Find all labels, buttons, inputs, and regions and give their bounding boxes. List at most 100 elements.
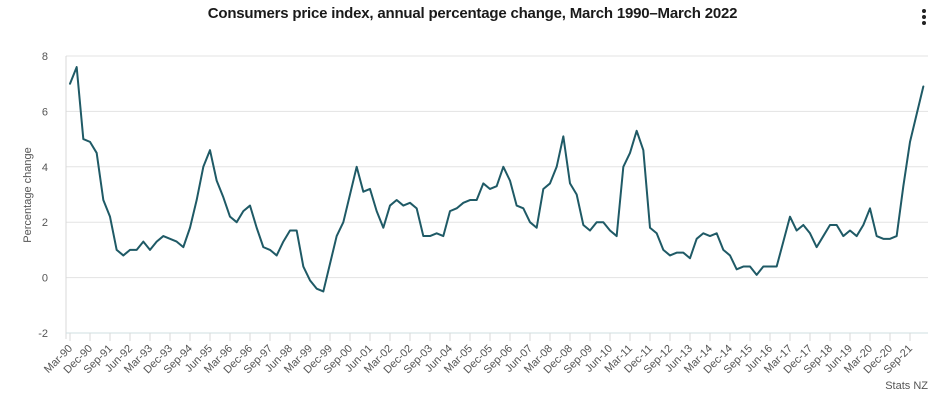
data-point — [75, 65, 79, 69]
chart-title: Consumers price index, annual percentage… — [207, 5, 738, 22]
data-point — [568, 181, 572, 185]
data-point — [628, 151, 632, 155]
data-point — [355, 165, 359, 169]
data-point — [761, 265, 765, 269]
x-axis: Mar-90Dec-90Sep-91Jun-92Mar-93Dec-93Sep-… — [42, 332, 928, 376]
data-point — [768, 265, 772, 269]
data-point — [288, 229, 292, 233]
data-point — [621, 165, 625, 169]
data-point — [848, 229, 852, 233]
data-point — [635, 129, 639, 133]
data-point — [881, 237, 885, 241]
data-point — [415, 206, 419, 210]
data-point — [728, 253, 732, 257]
data-point — [541, 187, 545, 191]
data-point — [241, 209, 245, 213]
data-point — [95, 151, 99, 155]
data-point — [921, 84, 925, 88]
data-point — [681, 251, 685, 255]
data-point — [175, 240, 179, 244]
data-point — [155, 240, 159, 244]
data-point — [428, 234, 432, 238]
y-tick-label: 2 — [42, 217, 48, 229]
data-point — [448, 209, 452, 213]
data-point — [481, 181, 485, 185]
data-point — [648, 226, 652, 230]
y-tick-label: 4 — [42, 162, 48, 174]
data-point — [781, 240, 785, 244]
data-point — [121, 253, 125, 257]
data-point — [321, 289, 325, 293]
data-point — [421, 234, 425, 238]
data-point — [915, 112, 919, 116]
data-point — [721, 248, 725, 252]
data-point — [608, 229, 612, 233]
data-point — [268, 248, 272, 252]
data-point — [555, 165, 559, 169]
data-point — [315, 287, 319, 291]
data-point — [381, 226, 385, 230]
data-point — [401, 204, 405, 208]
data-point — [455, 206, 459, 210]
data-point — [408, 201, 412, 205]
data-point — [255, 226, 259, 230]
data-point — [908, 140, 912, 144]
data-point — [115, 248, 119, 252]
data-point — [828, 223, 832, 227]
data-point — [815, 245, 819, 249]
y-tick-label: -2 — [38, 328, 48, 340]
data-point — [135, 248, 139, 252]
data-point — [575, 193, 579, 197]
data-point — [295, 229, 299, 233]
data-point — [301, 265, 305, 269]
data-point — [361, 190, 365, 194]
data-point — [535, 226, 539, 230]
data-point — [168, 237, 172, 241]
y-axis-title: Percentage change — [22, 147, 34, 242]
data-point — [895, 234, 899, 238]
data-point — [861, 223, 865, 227]
data-point — [588, 229, 592, 233]
data-point — [335, 234, 339, 238]
kebab-dot — [922, 21, 926, 25]
data-point — [795, 229, 799, 233]
data-point — [88, 140, 92, 144]
data-point — [788, 215, 792, 219]
data-point — [615, 234, 619, 238]
data-point — [375, 209, 379, 213]
data-point — [101, 198, 105, 202]
data-point — [715, 231, 719, 235]
data-point — [161, 234, 165, 238]
data-point — [868, 206, 872, 210]
y-tick-label: 8 — [42, 51, 48, 63]
data-point — [461, 201, 465, 205]
source-label: Stats NZ — [885, 380, 928, 392]
data-point — [548, 181, 552, 185]
data-point — [128, 248, 132, 252]
data-point — [855, 234, 859, 238]
kebab-dot — [922, 15, 926, 19]
data-point — [181, 245, 185, 249]
data-point — [395, 198, 399, 202]
data-point — [695, 237, 699, 241]
data-point — [775, 265, 779, 269]
data-point — [281, 240, 285, 244]
data-point — [701, 231, 705, 235]
data-point — [875, 234, 879, 238]
data-point — [835, 223, 839, 227]
data-point — [328, 262, 332, 266]
data-point — [901, 184, 905, 188]
data-point — [341, 220, 345, 224]
series-line-cpi — [69, 66, 925, 293]
data-point — [475, 198, 479, 202]
data-point — [195, 198, 199, 202]
chart-menu-button[interactable] — [918, 9, 930, 29]
data-point — [441, 234, 445, 238]
data-point — [261, 245, 265, 249]
y-tick-label: 6 — [42, 106, 48, 118]
kebab-menu-icon — [922, 9, 926, 13]
data-point — [735, 267, 739, 271]
data-point — [601, 220, 605, 224]
data-point — [388, 204, 392, 208]
data-point — [595, 220, 599, 224]
